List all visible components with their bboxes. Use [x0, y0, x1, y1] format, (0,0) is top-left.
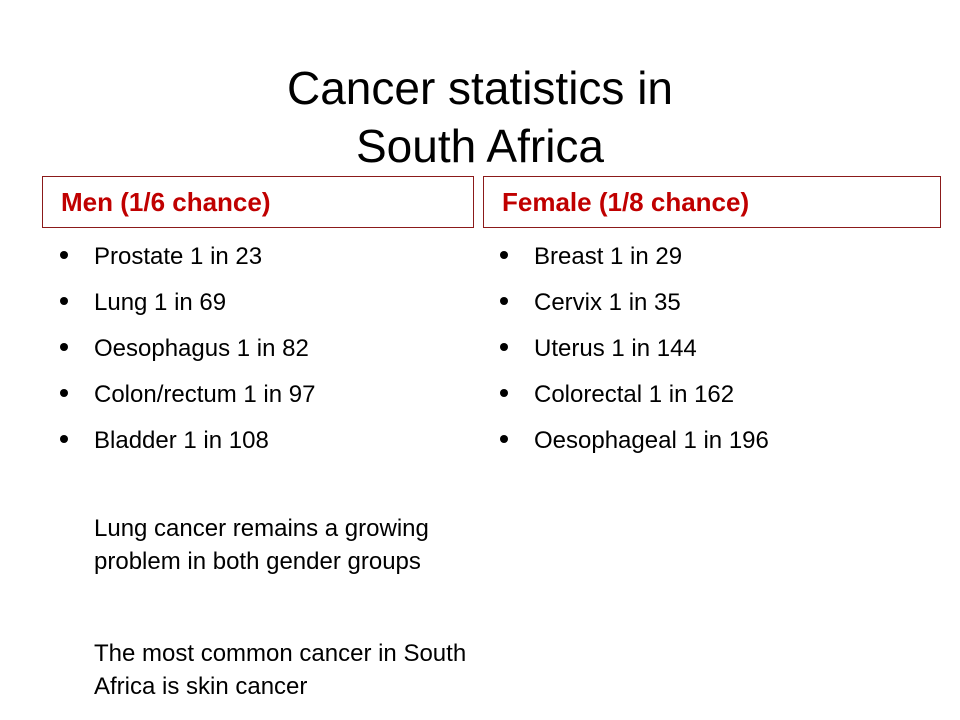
list-item: Bladder 1 in 108: [58, 418, 468, 464]
list-item-label: Colorectal 1 in 162: [534, 381, 735, 408]
lung-cancer-note: Lung cancer remains a growing problem in…: [94, 515, 429, 575]
list-item-label: Uterus 1 in 144: [534, 335, 697, 362]
skin-cancer-note: The most common cancer in South Africa i…: [94, 640, 467, 700]
title-line-1: Cancer statistics in: [286, 61, 673, 114]
men-header-label: Men (1/6 chance): [61, 186, 271, 217]
female-cancer-list: Breast 1 in 29 Cervix 1 in 35 Uterus 1 i…: [498, 234, 938, 464]
list-item-label: Lung 1 in 69: [94, 289, 227, 316]
men-column-header: Men (1/6 chance): [42, 176, 474, 228]
list-item: Lung 1 in 69: [58, 280, 468, 326]
list-item-label: Colon/rectum 1 in 97: [94, 381, 316, 408]
bullet-icon: [60, 389, 68, 397]
bullet-icon: [500, 297, 508, 305]
list-item-label: Oesophageal 1 in 196: [534, 427, 769, 454]
title-line-2: South Africa: [355, 119, 605, 172]
list-item: Colorectal 1 in 162: [498, 372, 938, 418]
list-item: Uterus 1 in 144: [498, 326, 938, 372]
list-item: Breast 1 in 29: [498, 234, 938, 280]
list-item: Cervix 1 in 35: [498, 280, 938, 326]
list-item: Oesophageal 1 in 196: [498, 418, 938, 464]
female-column-header: Female (1/8 chance): [483, 176, 941, 228]
list-item-label: Oesophagus 1 in 82: [94, 335, 309, 362]
bullet-icon: [60, 435, 68, 443]
female-header-label: Female (1/8 chance): [502, 186, 750, 217]
men-cancer-list: Prostate 1 in 23 Lung 1 in 69 Oesophagus…: [58, 234, 468, 464]
bullet-icon: [60, 297, 68, 305]
list-item: Oesophagus 1 in 82: [58, 326, 468, 372]
list-item-label: Prostate 1 in 23: [94, 243, 263, 270]
bullet-icon: [60, 343, 68, 351]
bullet-icon: [500, 389, 508, 397]
bullet-icon: [500, 435, 508, 443]
list-item: Colon/rectum 1 in 97: [58, 372, 468, 418]
bullet-icon: [500, 251, 508, 259]
list-item-label: Breast 1 in 29: [534, 243, 683, 270]
slide-title: Cancer statistics in South Africa: [0, 59, 960, 175]
bullet-icon: [500, 343, 508, 351]
list-item-label: Bladder 1 in 108: [94, 427, 269, 454]
list-item-label: Cervix 1 in 35: [534, 289, 681, 316]
bullet-icon: [60, 251, 68, 259]
list-item: Prostate 1 in 23: [58, 234, 468, 280]
